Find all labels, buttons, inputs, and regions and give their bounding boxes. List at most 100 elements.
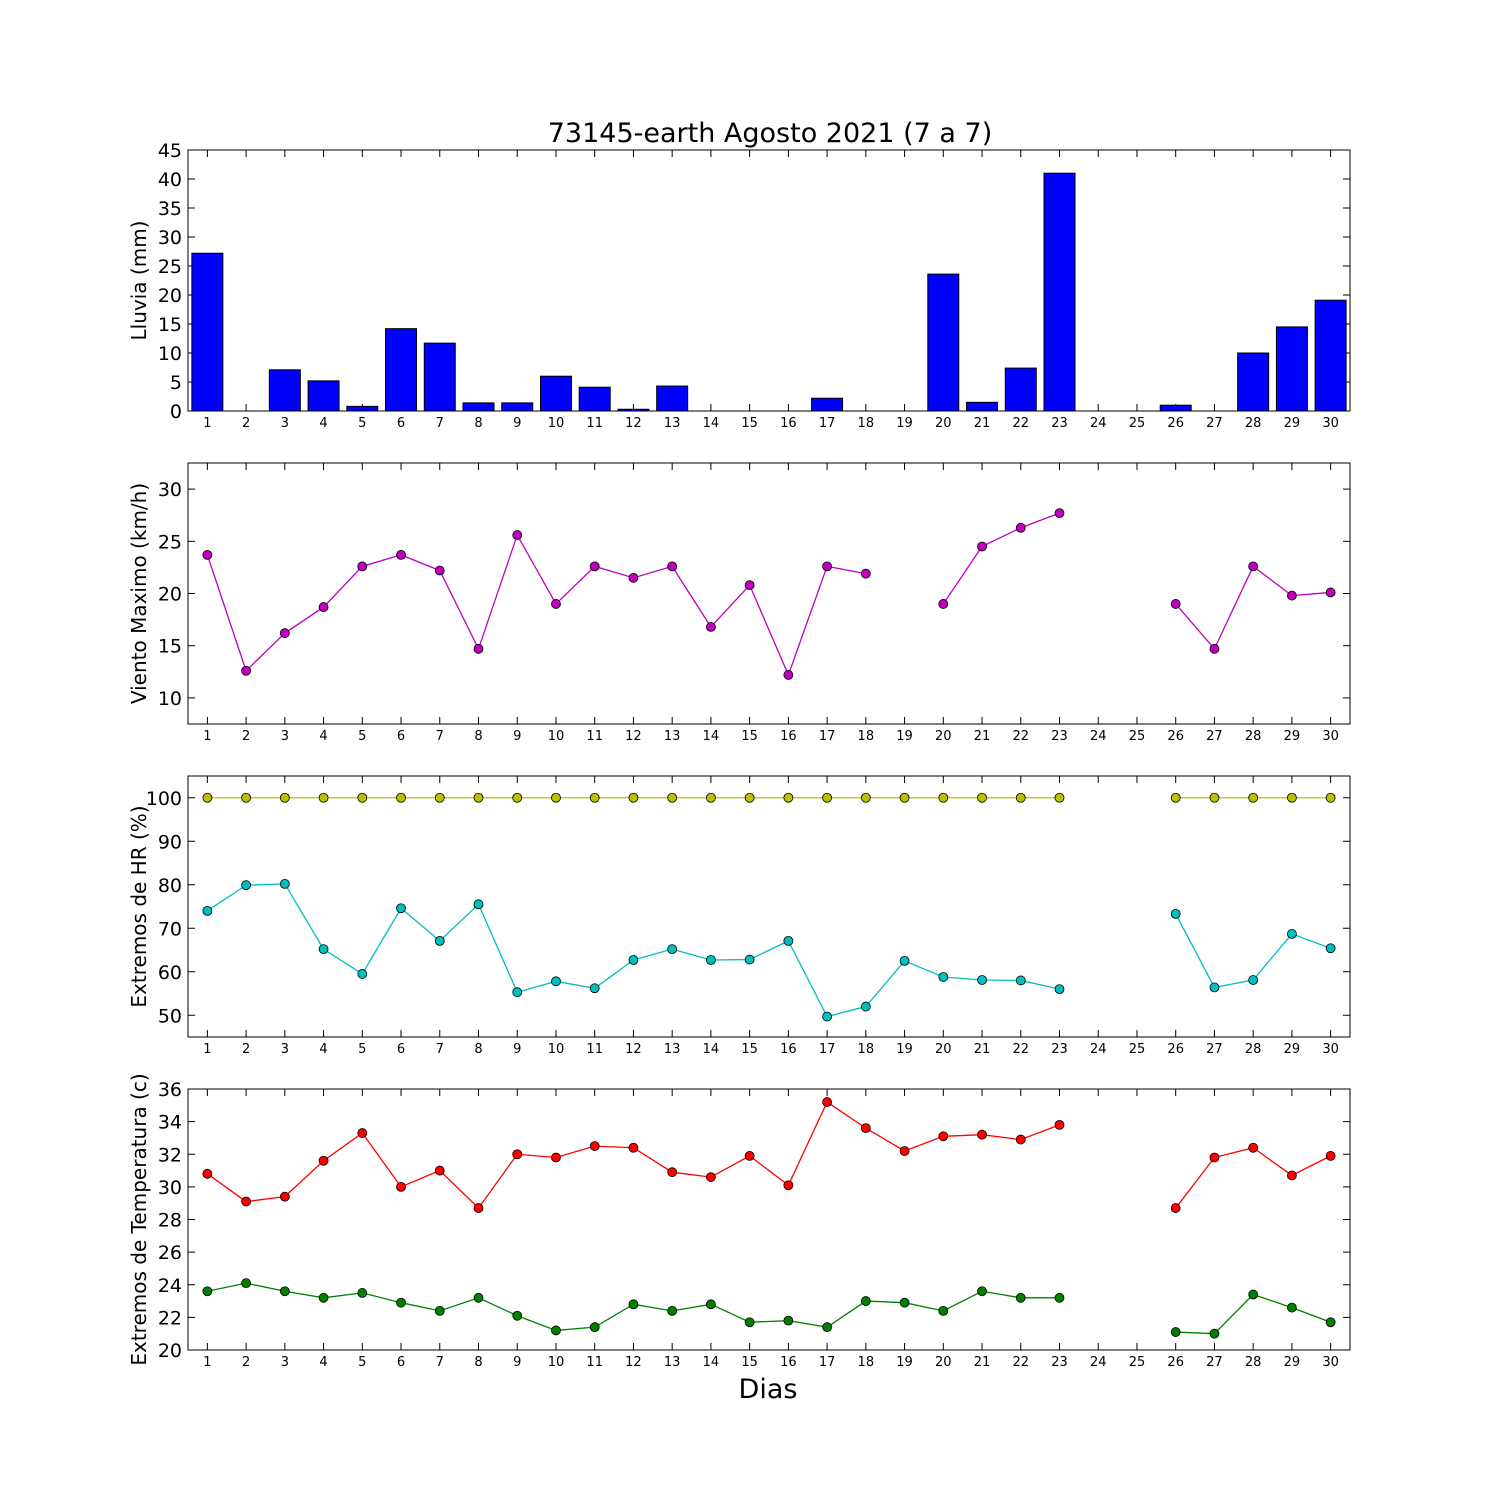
x-tick-label: 24 (1090, 1355, 1107, 1370)
data-point (938, 1131, 949, 1142)
x-tick-label: 28 (1245, 1355, 1262, 1370)
data-point (1015, 975, 1026, 986)
x-tick-label: 17 (819, 416, 836, 431)
x-tick-label: 7 (436, 416, 444, 431)
x-tick-label: 16 (780, 416, 797, 431)
x-tick-label: 22 (1012, 416, 1029, 431)
x-tick-label: 10 (548, 1042, 565, 1057)
y-tick-label: 40 (158, 169, 182, 191)
data-point (1170, 599, 1181, 609)
x-tick-label: 7 (436, 1042, 444, 1057)
x-tick-label: 6 (397, 729, 405, 744)
y-tick-label: 35 (158, 198, 182, 220)
x-tick-label: 2 (242, 729, 250, 744)
data-point (899, 955, 910, 966)
x-tick-label: 29 (1284, 1355, 1301, 1370)
x-tick-label: 3 (281, 1355, 289, 1370)
data-point (1015, 792, 1026, 803)
x-tick-label: 27 (1206, 416, 1223, 431)
data-point (1209, 1328, 1220, 1339)
data-point (318, 1155, 329, 1166)
data-point (744, 1150, 755, 1161)
data-point (357, 792, 368, 803)
data-point (357, 969, 368, 979)
x-tick-label: 23 (1051, 416, 1068, 431)
x-tick-label: 15 (741, 729, 758, 744)
data-point (783, 1315, 794, 1326)
data-point (1325, 587, 1336, 598)
data-point (434, 792, 445, 803)
x-tick-label: 25 (1129, 1355, 1146, 1370)
bar (578, 386, 611, 412)
data-point (977, 792, 987, 803)
x-tick-label: 26 (1167, 1042, 1184, 1057)
data-point (434, 565, 445, 576)
y-tick-label: 30 (158, 227, 182, 249)
x-tick-label: 14 (703, 729, 720, 744)
data-point (667, 792, 678, 803)
data-point (318, 1292, 329, 1303)
bar (268, 369, 301, 412)
x-tick-label: 1 (203, 1042, 211, 1057)
chart-title: 73145-earth Agosto 2021 (7 a 7) (548, 118, 993, 149)
data-point (318, 944, 329, 955)
data-point (279, 1191, 290, 1202)
data-point (357, 1128, 368, 1138)
bar (1159, 404, 1192, 412)
x-tick-label: 2 (242, 416, 250, 431)
x-tick-label: 3 (281, 1042, 289, 1057)
x-tick-label: 2 (242, 1042, 250, 1057)
bar (811, 397, 844, 412)
data-point (667, 1167, 678, 1178)
x-tick-label: 19 (896, 416, 913, 431)
data-point (938, 972, 949, 982)
x-tick-label: 2 (242, 1355, 250, 1370)
data-point (706, 622, 716, 632)
x-tick-label: 4 (319, 729, 327, 744)
x-tick-label: 27 (1206, 1355, 1223, 1370)
x-tick-label: 21 (974, 729, 991, 744)
x-tick-label: 11 (586, 416, 603, 431)
x-tick-label: 24 (1090, 416, 1107, 431)
data-point (1015, 1134, 1026, 1145)
data-point (1287, 1170, 1297, 1181)
x-tick-label: 11 (586, 729, 603, 744)
bar (501, 402, 534, 412)
x-tick-label: 12 (625, 416, 642, 431)
bar (462, 402, 495, 412)
data-point (706, 792, 716, 803)
x-tick-label: 5 (358, 1042, 366, 1057)
x-tick-label: 8 (474, 1042, 482, 1057)
data-point (667, 561, 678, 572)
data-point (1170, 1327, 1181, 1337)
x-tick-label: 5 (358, 416, 366, 431)
data-point (589, 561, 600, 572)
series-line (207, 883, 1060, 1018)
data-point (1170, 908, 1181, 919)
data-point (822, 792, 832, 803)
data-point (434, 1165, 445, 1176)
y-tick-label: 24 (158, 1275, 182, 1297)
data-point (1209, 1152, 1220, 1163)
y-tick-label: 34 (158, 1112, 182, 1134)
x-tick-label: 21 (974, 1042, 991, 1057)
x-tick-label: 7 (436, 1355, 444, 1370)
data-point (628, 1142, 639, 1153)
data-point (1054, 792, 1065, 803)
y-tick-label: 0 (170, 401, 182, 423)
bar (617, 408, 650, 412)
x-tick-label: 29 (1284, 1042, 1301, 1057)
bar (1043, 172, 1076, 412)
y-tick-label: 50 (158, 1005, 182, 1027)
x-tick-label: 26 (1167, 729, 1184, 744)
data-point (783, 792, 794, 803)
data-point (977, 1129, 987, 1140)
x-tick-label: 5 (358, 729, 366, 744)
data-point (1248, 1289, 1259, 1300)
data-point (938, 599, 949, 609)
data-point (667, 1305, 678, 1316)
x-tick-label: 4 (319, 416, 327, 431)
